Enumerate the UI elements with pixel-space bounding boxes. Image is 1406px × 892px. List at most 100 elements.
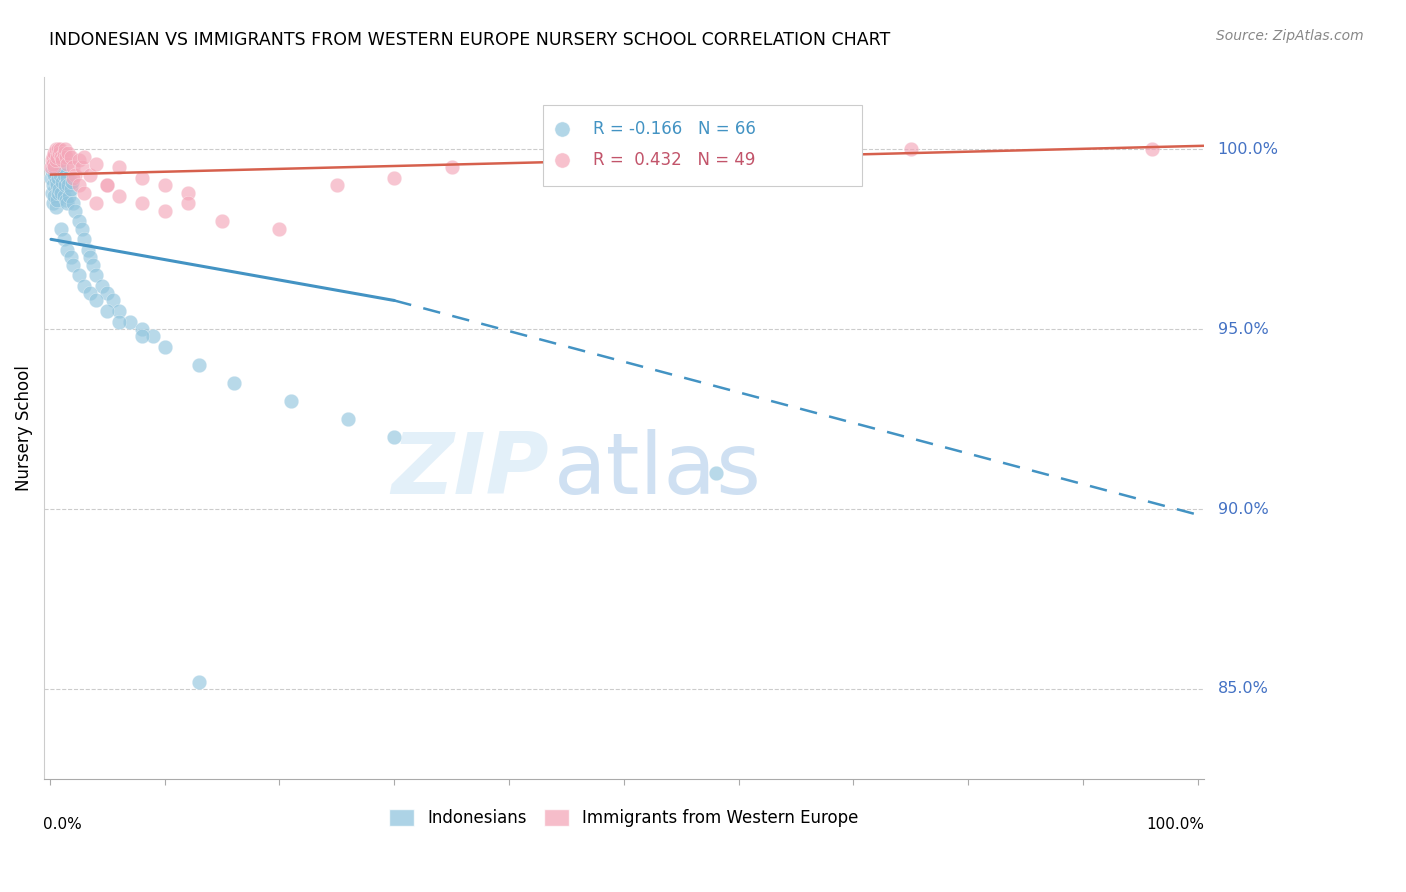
Point	[56, 157, 79, 171]
Point	[62, 196, 84, 211]
Point	[70, 161, 93, 175]
Point	[46, 186, 69, 200]
Point	[67, 178, 90, 193]
Point	[56, 196, 79, 211]
Text: INDONESIAN VS IMMIGRANTS FROM WESTERN EUROPE NURSERY SCHOOL CORRELATION CHART: INDONESIAN VS IMMIGRANTS FROM WESTERN EU…	[49, 31, 890, 49]
Point	[63, 203, 86, 218]
Point	[52, 146, 75, 161]
Point	[704, 150, 727, 164]
Text: 100.0%: 100.0%	[1147, 817, 1205, 832]
Point	[45, 150, 67, 164]
Point	[52, 189, 75, 203]
Point	[153, 340, 176, 354]
Point	[73, 279, 96, 293]
Point	[45, 193, 67, 207]
Point	[42, 150, 65, 164]
Point	[176, 186, 198, 200]
Point	[107, 304, 129, 318]
Point	[52, 168, 75, 182]
Y-axis label: Nursery School: Nursery School	[15, 365, 32, 491]
Point	[96, 178, 118, 193]
Point	[62, 171, 84, 186]
Point	[440, 161, 463, 175]
Point	[73, 232, 96, 246]
Point	[51, 175, 73, 189]
Point	[53, 142, 76, 156]
Point	[42, 178, 65, 193]
Point	[79, 286, 101, 301]
Point	[51, 153, 73, 168]
Point	[55, 193, 77, 207]
Point	[900, 142, 922, 156]
Point	[131, 171, 153, 186]
Point	[131, 322, 153, 336]
Point	[53, 178, 76, 193]
Legend: Indonesians, Immigrants from Western Europe: Indonesians, Immigrants from Western Eur…	[382, 802, 865, 834]
Point	[84, 268, 107, 283]
Point	[45, 178, 67, 193]
Point	[51, 186, 73, 200]
Point	[42, 161, 65, 175]
Point	[131, 329, 153, 343]
Point	[153, 203, 176, 218]
Text: 85.0%: 85.0%	[1218, 681, 1268, 697]
Point	[59, 182, 82, 196]
Point	[107, 315, 129, 329]
Point	[46, 142, 69, 156]
Point	[67, 153, 90, 168]
Point	[49, 168, 72, 182]
Text: Source: ZipAtlas.com: Source: ZipAtlas.com	[1216, 29, 1364, 43]
Text: 100.0%: 100.0%	[1218, 142, 1278, 157]
Point	[39, 161, 62, 175]
Point	[73, 186, 96, 200]
Point	[62, 258, 84, 272]
Point	[58, 146, 80, 161]
Point	[131, 196, 153, 211]
Point	[188, 674, 211, 689]
Point	[269, 221, 291, 235]
Point	[49, 142, 72, 156]
Point	[45, 142, 67, 156]
Point	[382, 171, 405, 186]
Point	[280, 394, 302, 409]
Point	[41, 186, 63, 200]
Point	[101, 293, 124, 308]
Point	[41, 153, 63, 168]
Point	[42, 157, 65, 171]
Point	[107, 189, 129, 203]
Point	[84, 196, 107, 211]
Point	[84, 157, 107, 171]
Point	[58, 189, 80, 203]
Text: atlas: atlas	[554, 429, 762, 512]
Point	[107, 161, 129, 175]
Point	[59, 250, 82, 264]
Point	[142, 329, 165, 343]
Point	[56, 171, 79, 186]
Point	[326, 178, 349, 193]
Point	[44, 146, 66, 161]
Point	[45, 153, 67, 168]
Point	[79, 168, 101, 182]
Point	[44, 161, 66, 175]
Point	[46, 171, 69, 186]
Point	[39, 171, 62, 186]
Point	[67, 214, 90, 228]
Point	[176, 196, 198, 211]
Point	[48, 164, 70, 178]
Point	[79, 250, 101, 264]
Point	[41, 164, 63, 178]
Point	[58, 178, 80, 193]
Point	[60, 175, 83, 189]
Point	[120, 315, 142, 329]
Point	[48, 182, 70, 196]
Text: R = -0.166   N = 66: R = -0.166 N = 66	[592, 120, 755, 137]
Point	[51, 161, 73, 175]
Point	[96, 304, 118, 318]
Point	[337, 412, 360, 426]
Point	[52, 232, 75, 246]
Point	[382, 430, 405, 444]
Point	[67, 268, 90, 283]
Point	[51, 150, 73, 164]
Point	[73, 150, 96, 164]
Point	[70, 221, 93, 235]
